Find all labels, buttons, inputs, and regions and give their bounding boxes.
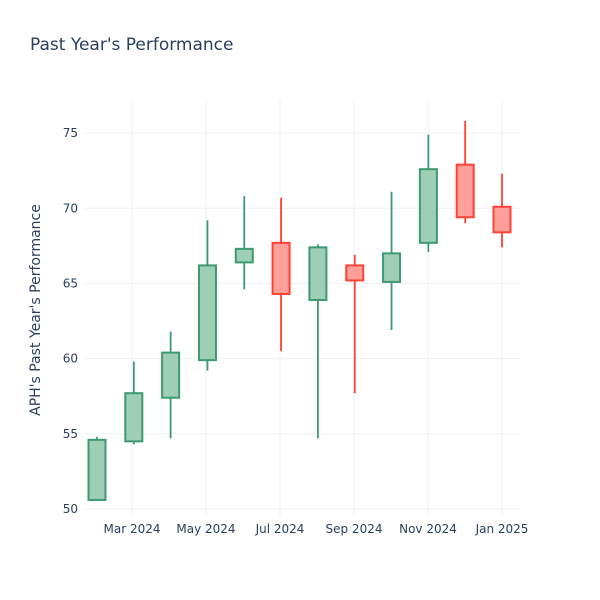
candle — [308, 244, 328, 439]
y-tick-label: 60 — [63, 352, 78, 366]
candle-body-increasing — [197, 264, 217, 362]
candle — [345, 254, 365, 394]
candle-body-increasing — [87, 438, 107, 501]
x-tick-label: Mar 2024 — [104, 522, 161, 536]
candle — [418, 134, 438, 252]
candle-body-increasing — [234, 247, 254, 264]
candle — [161, 331, 181, 439]
y-tick-label: 65 — [63, 276, 78, 290]
y-tick-label: 55 — [63, 427, 78, 441]
y-tick-label: 75 — [63, 126, 78, 140]
candle — [271, 197, 291, 352]
candle — [492, 173, 512, 248]
y-tick-label: 70 — [63, 201, 78, 215]
x-tick-label: Jul 2024 — [255, 522, 305, 536]
candle — [87, 436, 107, 501]
grid-lines — [85, 100, 520, 515]
candle-body-decreasing — [455, 163, 475, 219]
candle-body-increasing — [308, 246, 328, 301]
candle-body-decreasing — [345, 264, 365, 282]
candle-body-increasing — [418, 168, 438, 244]
candle — [124, 361, 144, 445]
candle-body-increasing — [382, 252, 402, 283]
candle-body-decreasing — [271, 241, 291, 295]
candle-body-decreasing — [492, 205, 512, 234]
x-axis-ticks: Mar 2024 May 2024 Jul 2024 Sep 2024 Nov 2024… — [104, 522, 529, 536]
x-tick-label: May 2024 — [176, 522, 235, 536]
x-tick-label: Jan 2025 — [475, 522, 529, 536]
y-tick-label: 50 — [63, 502, 78, 516]
candle — [455, 121, 475, 224]
candle-body-increasing — [124, 392, 144, 443]
candle-body-increasing — [161, 351, 181, 399]
candle — [234, 196, 254, 290]
x-tick-label: Nov 2024 — [399, 522, 457, 536]
y-axis-label: APH's Past Year's Performance — [28, 204, 44, 416]
candle — [382, 191, 402, 331]
y-axis-ticks: 50 55 60 65 70 75 — [63, 126, 78, 516]
candles-group — [87, 121, 512, 501]
x-tick-label: Sep 2024 — [326, 522, 383, 536]
chart-title: Past Year's Performance — [30, 35, 234, 55]
candle — [197, 220, 217, 371]
